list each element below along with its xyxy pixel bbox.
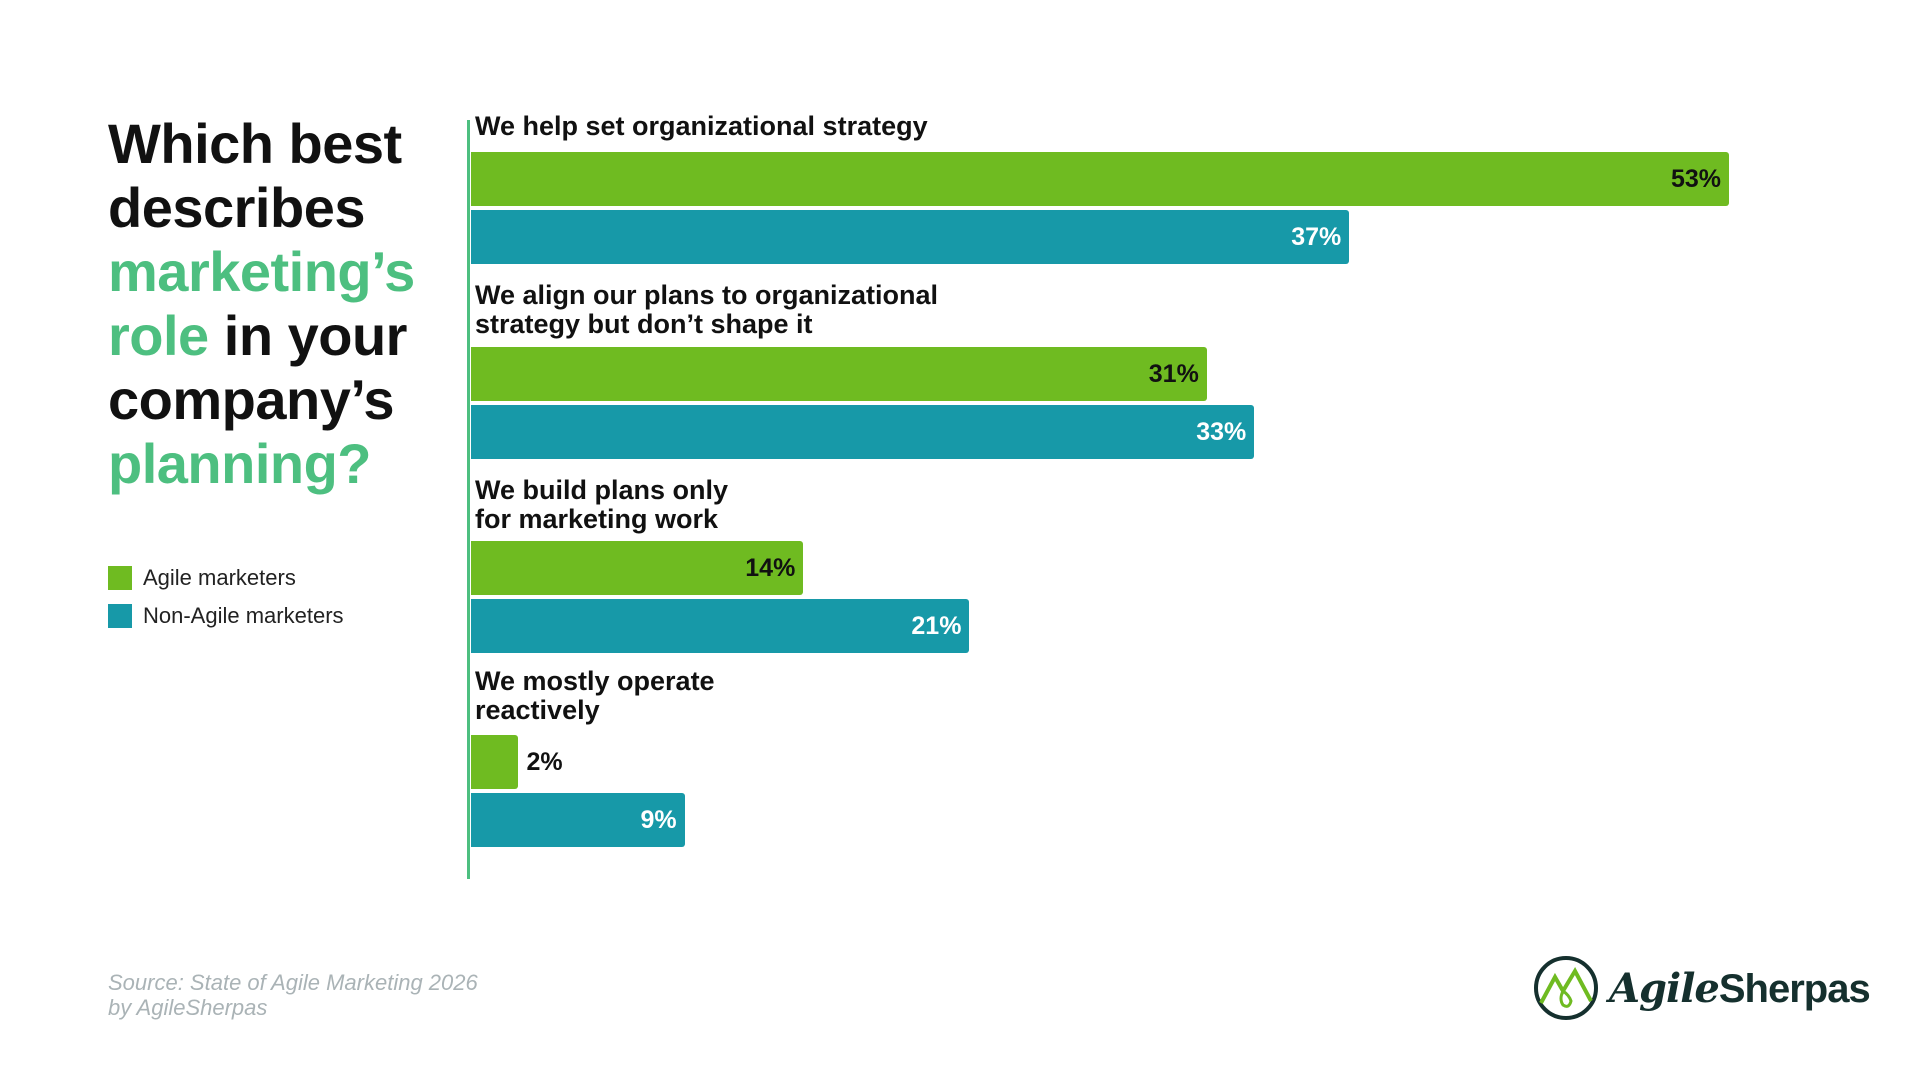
- logo-text: Agile: [1609, 964, 1720, 1012]
- source-line: Source: State of Agile Marketing 2026: [108, 970, 478, 995]
- category-label-line: reactively: [475, 695, 600, 725]
- bar-agile: [471, 541, 804, 595]
- data-label: 9%: [640, 806, 677, 834]
- data-label: 37%: [1291, 223, 1342, 251]
- title-line: company’s: [108, 368, 394, 431]
- bar-non-agile: [471, 210, 1350, 264]
- bar-agile: [471, 152, 1729, 206]
- category-label: We build plans only for marketing work: [475, 476, 728, 534]
- bar-non-agile: [471, 793, 685, 847]
- category-label: We help set organizational strategy: [475, 112, 928, 141]
- title-line: role in your: [108, 304, 448, 368]
- category-label-line: We help set organizational strategy: [475, 111, 928, 141]
- category-label: We align our plans to organizational stra…: [475, 281, 938, 339]
- legend-label: Agile marketers: [143, 565, 296, 590]
- category-label: We mostly operate reactively: [475, 667, 715, 725]
- agilesherpas-logo: AgileSherpas: [1533, 955, 1871, 1021]
- bar-non-agile: [471, 405, 1255, 459]
- legend-label: Non-Agile marketers: [143, 603, 344, 628]
- title-text: in your: [208, 304, 408, 367]
- title-line: describes: [108, 176, 366, 239]
- data-label: 21%: [911, 612, 962, 640]
- legend-swatch: [108, 566, 132, 590]
- bar-agile: [471, 735, 519, 789]
- data-label: 2%: [526, 748, 563, 776]
- legend-swatch: [108, 604, 132, 628]
- category-label-line: We build plans only: [475, 475, 729, 505]
- data-label: 53%: [1670, 165, 1721, 193]
- category-label-line: strategy but don’t shape it: [475, 309, 813, 339]
- title-highlight: role: [108, 304, 209, 367]
- logo-text: Sherpas: [1718, 966, 1871, 1011]
- source-line: by AgileSherpas: [108, 995, 268, 1020]
- data-label: 31%: [1148, 360, 1199, 388]
- data-label: 14%: [745, 554, 796, 582]
- legend-item-non-agile: Non-Agile marketers: [108, 603, 344, 629]
- axis-line: [467, 120, 470, 879]
- data-label: 33%: [1196, 418, 1247, 446]
- logo-wordmark: AgileSherpas: [1609, 964, 1871, 1012]
- bar-agile: [471, 347, 1207, 401]
- title-line: Which best: [108, 112, 402, 175]
- mountain-logo-icon: [1534, 956, 1598, 1020]
- bar-non-agile: [471, 599, 970, 653]
- source-note: Source: State of Agile Marketing 2026 by…: [108, 970, 478, 1020]
- title-line-highlight: marketing’s: [108, 240, 415, 303]
- chart-title: Which best describes marketing’s role in…: [108, 112, 448, 496]
- title-line-highlight: planning?: [108, 432, 372, 495]
- category-label-line: We align our plans to organizational: [475, 280, 939, 310]
- category-label-line: for marketing work: [475, 504, 719, 534]
- category-label-line: We mostly operate: [475, 666, 715, 696]
- legend-item-agile: Agile marketers: [108, 565, 296, 591]
